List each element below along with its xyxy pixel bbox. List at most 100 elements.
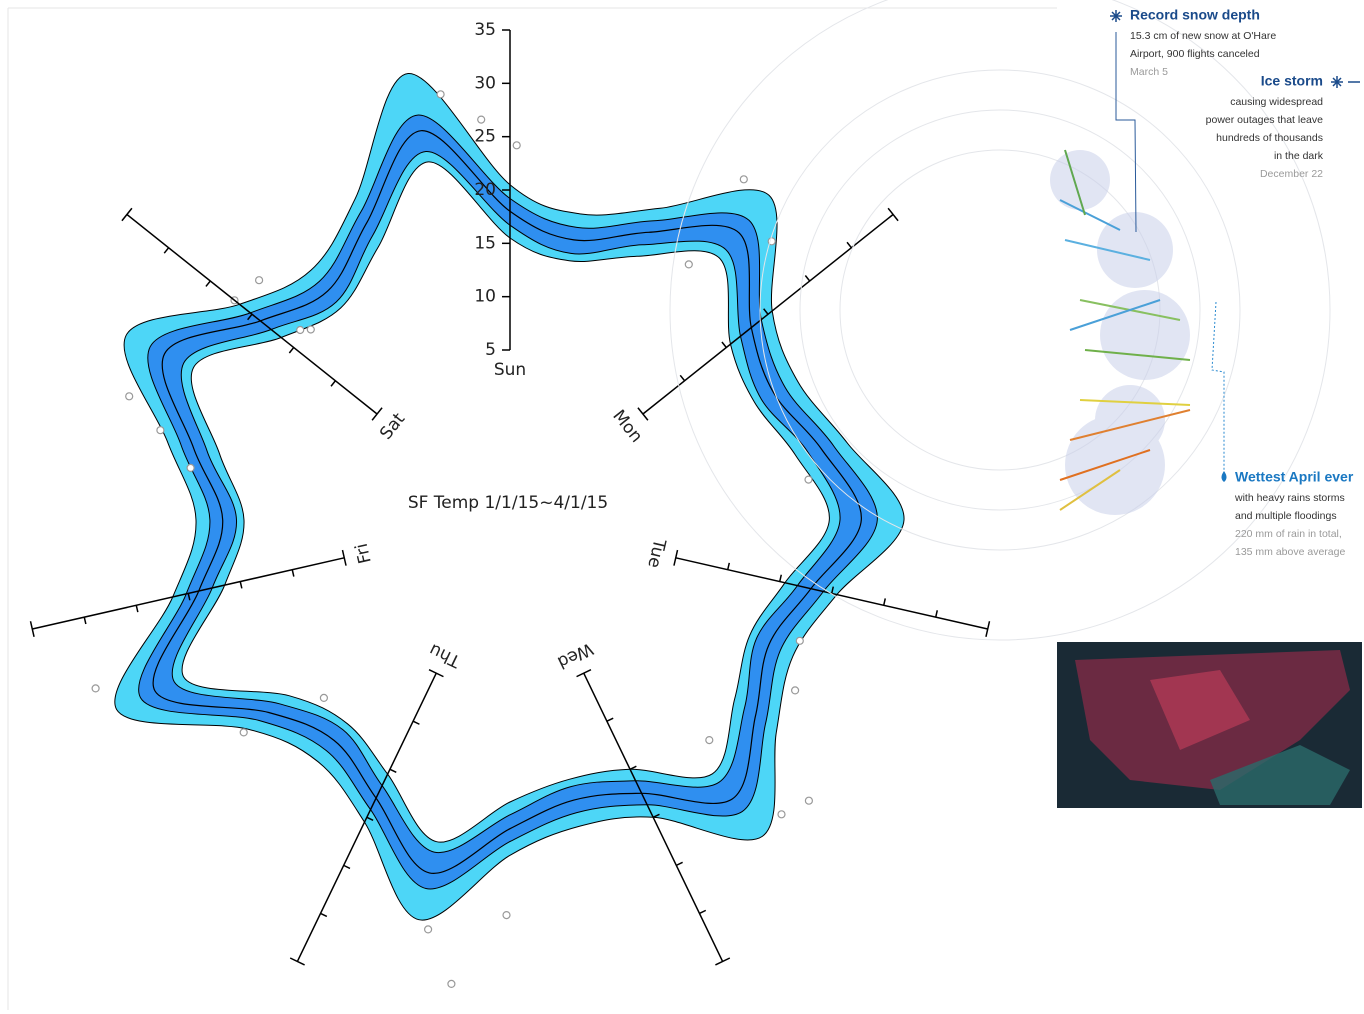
- axis-tick: [289, 957, 305, 966]
- map-shape: [1150, 670, 1250, 750]
- map-shape: [1210, 745, 1350, 805]
- sidebar-rings: [669, 0, 1331, 641]
- outlier: [739, 175, 748, 184]
- axis-tick: [29, 621, 35, 638]
- axis-tick: [830, 586, 835, 594]
- axis-tick: [727, 562, 731, 570]
- axis-tick: [699, 909, 707, 915]
- axis-tick: [371, 407, 383, 421]
- outlier: [186, 463, 195, 472]
- event-text: 15.3 cm of new snow at O'Hare: [1130, 30, 1276, 42]
- axis-label: Mon: [608, 406, 646, 446]
- outlier: [477, 115, 486, 124]
- r-tick-label: 10: [474, 287, 496, 307]
- axis-tick: [341, 549, 347, 566]
- drop-icon: [1221, 471, 1227, 482]
- axis-tick: [121, 207, 133, 222]
- chart-title: SF Temp 1/1/15~4/1/15: [408, 493, 608, 513]
- r-tick-label: 25: [474, 127, 496, 147]
- outer-band: [114, 72, 905, 921]
- inner-band: [138, 114, 878, 890]
- axis-tick: [637, 407, 649, 421]
- r-tick-label: 30: [474, 73, 496, 93]
- axis-tick: [389, 768, 397, 773]
- outlier: [436, 90, 445, 99]
- event-title: Wettest April ever: [1235, 469, 1354, 485]
- axis-tick: [887, 207, 899, 222]
- outlier: [795, 636, 804, 645]
- event-text: hundreds of thousands: [1216, 132, 1323, 144]
- event-title: Record snow depth: [1130, 7, 1260, 23]
- axis-tick: [606, 717, 614, 722]
- axis-label: Fri: [352, 541, 376, 565]
- axis-tick: [985, 621, 991, 638]
- axis-tick: [576, 669, 592, 678]
- axis-tick: [778, 574, 783, 582]
- outlier: [447, 979, 456, 989]
- outlier: [790, 686, 800, 695]
- sidebar-bars: [1059, 149, 1191, 511]
- outlier: [255, 276, 264, 285]
- axis-tick: [763, 308, 769, 315]
- axis-tick: [288, 347, 295, 354]
- event-note: 135 mm above average: [1235, 546, 1345, 558]
- axis-tick: [673, 549, 679, 566]
- r-tick-label: 20: [474, 180, 496, 200]
- axis-tick: [652, 813, 660, 818]
- axis-label: Sun: [494, 360, 526, 380]
- axis-tick: [882, 598, 887, 606]
- outlier: [239, 728, 248, 737]
- axis-tick: [629, 765, 637, 770]
- median-line: [152, 130, 862, 874]
- axis-tick: [715, 957, 731, 966]
- snow-icon: [1331, 76, 1360, 88]
- sidebar: Record snow depth 15.3 cm of new snow at …: [669, 0, 1364, 808]
- axis-label: Wed: [554, 638, 596, 672]
- outlier: [684, 260, 693, 269]
- axis-tick: [721, 341, 727, 348]
- outlier: [306, 325, 315, 334]
- axis-tick: [239, 581, 243, 589]
- axis-label: Sat: [376, 409, 409, 444]
- axis-tick: [291, 569, 295, 577]
- axis-tick: [163, 247, 170, 254]
- axis-tick: [804, 275, 811, 282]
- axis-tick: [83, 617, 87, 625]
- outlier: [502, 910, 511, 920]
- outlier: [296, 325, 305, 335]
- event-text: in the dark: [1274, 150, 1324, 162]
- outlier: [705, 735, 714, 745]
- radial-chart: SF Temp 1/1/15~4/1/15 5 10 15 20 25 30 35 Sun Mo…: [29, 20, 991, 989]
- outlier: [512, 141, 521, 150]
- event-text: power outages that leave: [1206, 114, 1323, 126]
- snow-icon: [1110, 10, 1122, 22]
- leader-line: [1211, 301, 1225, 470]
- axis-tick: [205, 280, 211, 287]
- axis-tick: [320, 912, 328, 918]
- axis-tick: [343, 864, 351, 870]
- leader-line: [1115, 32, 1137, 233]
- outlier: [804, 796, 814, 805]
- event-title: Ice storm: [1261, 73, 1323, 89]
- axis-tick: [428, 669, 444, 678]
- outlier: [125, 392, 134, 401]
- axis-tick: [247, 313, 253, 321]
- outlier: [424, 925, 433, 934]
- outlier: [319, 693, 328, 703]
- r-tick-label: 15: [474, 233, 496, 253]
- axis-tick: [187, 593, 191, 601]
- event-date: March 5: [1130, 66, 1168, 78]
- axis-label: Thu: [426, 639, 464, 671]
- axis-tick: [934, 610, 939, 618]
- axis-tick: [366, 816, 374, 822]
- r-tick-label: 5: [485, 340, 496, 360]
- outlier: [777, 810, 786, 819]
- event-text: causing widespread: [1230, 96, 1323, 108]
- event-date: 220 mm of rain in total,: [1235, 528, 1342, 540]
- event-text: and multiple floodings: [1235, 510, 1337, 522]
- r-tick-label: 35: [474, 20, 496, 40]
- axis-tick: [135, 605, 139, 613]
- axis-tick: [675, 861, 683, 867]
